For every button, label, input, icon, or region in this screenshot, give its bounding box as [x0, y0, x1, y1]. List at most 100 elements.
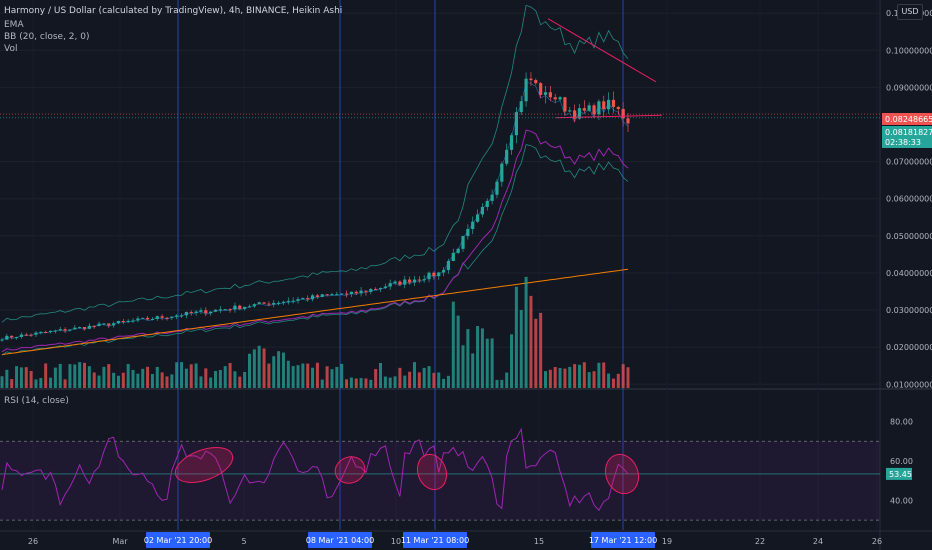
- candle-body: [97, 323, 101, 326]
- rsi-annotation-ellipse: [174, 447, 234, 483]
- volume-bar: [340, 363, 344, 388]
- volume-bar: [597, 362, 601, 388]
- volume-bar: [34, 379, 38, 388]
- ema-mid-line: [1, 129, 629, 353]
- candle-body: [175, 315, 179, 317]
- volume-bar: [345, 379, 349, 388]
- candle-body: [194, 311, 198, 313]
- price-tick-label: 0.10000000: [886, 46, 932, 55]
- volume-bar: [456, 315, 460, 388]
- volume-bar: [602, 362, 606, 388]
- rsi-legend[interactable]: RSI (14, close): [4, 396, 69, 406]
- price-tick-label: 0.07000000: [886, 158, 932, 167]
- candle-body: [68, 329, 72, 331]
- time-highlight-badge: [591, 532, 655, 548]
- ema-legend[interactable]: EMA: [4, 20, 24, 30]
- candle-body: [543, 92, 548, 95]
- volume-bar: [204, 368, 208, 388]
- volume-bar: [257, 345, 261, 388]
- candle-body: [209, 311, 213, 314]
- volume-bar: [510, 334, 514, 388]
- support-trendline: [555, 114, 663, 119]
- rsi-annotation-ellipse: [334, 456, 366, 484]
- candle-body: [344, 293, 349, 295]
- candle-body: [73, 327, 77, 330]
- rsi-tick-label: 60.00: [890, 457, 913, 466]
- volume-bar: [480, 328, 484, 388]
- time-highlight-badge: [308, 532, 372, 548]
- volume-bar: [437, 372, 441, 388]
- volume-bar: [505, 372, 509, 388]
- volume-bar: [388, 377, 392, 388]
- candle-body: [446, 260, 451, 271]
- volume-bar: [568, 366, 572, 388]
- rsi-annotation-ellipse: [604, 453, 640, 495]
- volume-bar: [461, 345, 465, 388]
- volume-bar: [19, 367, 23, 388]
- candle-body: [14, 336, 19, 338]
- candle-body: [330, 294, 334, 296]
- volume-bar: [0, 376, 4, 388]
- currency-button[interactable]: USD: [897, 4, 923, 20]
- rsi-pane: [0, 390, 880, 530]
- candle-body: [228, 309, 232, 311]
- volume-bar: [160, 372, 164, 388]
- candle-body: [107, 323, 111, 326]
- volume-bar: [446, 375, 450, 388]
- volume-bar: [58, 363, 62, 388]
- volume-bar: [621, 364, 625, 388]
- candle-body: [252, 304, 256, 307]
- candle-body: [451, 252, 455, 261]
- price-tick-label: 0.06000000: [886, 195, 932, 204]
- candle-body: [112, 323, 116, 326]
- volume-bar: [136, 373, 140, 388]
- candle-body: [247, 306, 252, 308]
- candle-body: [475, 214, 480, 222]
- candle-body: [301, 298, 305, 300]
- candle-body: [524, 78, 528, 102]
- volume-bar: [369, 379, 373, 388]
- time-tick-label: Mar: [112, 537, 128, 546]
- volume-bar: [582, 362, 586, 388]
- volume-bar: [607, 373, 611, 388]
- volume-bar: [296, 365, 300, 388]
- candle-body: [286, 300, 290, 302]
- volume-bar: [616, 373, 620, 388]
- candle-body: [388, 283, 392, 287]
- candle-body: [262, 302, 266, 304]
- candle-body: [563, 97, 567, 112]
- rsi-tick-label: 80.00: [890, 418, 913, 427]
- candle-body: [558, 97, 562, 100]
- bb-legend[interactable]: BB (20, close, 2, 0): [4, 32, 90, 42]
- volume-bar: [214, 371, 218, 388]
- volume-bar: [243, 371, 247, 388]
- vol-legend[interactable]: Vol: [4, 44, 18, 54]
- volume-bar: [379, 362, 383, 388]
- candle-body: [267, 303, 271, 305]
- volume-bar: [189, 364, 193, 388]
- time-tick-label: 5: [241, 537, 246, 546]
- volume-bar: [141, 368, 145, 388]
- candle-body: [369, 288, 373, 292]
- volume-bar: [524, 276, 528, 388]
- candle-body: [141, 317, 145, 319]
- candle-body: [63, 329, 67, 331]
- candle-body: [306, 298, 310, 300]
- volume-bar: [451, 301, 455, 388]
- volume-bar: [272, 356, 276, 388]
- volume-bar: [68, 364, 72, 388]
- volume-bar: [121, 372, 125, 388]
- price-tick-label: 0.01000000: [886, 380, 932, 389]
- volume-bar: [320, 379, 324, 388]
- candle-body: [471, 221, 475, 230]
- candle-body: [291, 300, 295, 302]
- candle-body: [92, 325, 96, 327]
- candle-body: [505, 149, 509, 164]
- volume-bar: [92, 372, 96, 388]
- candle-body: [24, 334, 28, 336]
- candle-body: [165, 317, 169, 319]
- volume-bar: [49, 377, 53, 388]
- volume-bar: [306, 363, 310, 388]
- volume-bar: [626, 367, 630, 388]
